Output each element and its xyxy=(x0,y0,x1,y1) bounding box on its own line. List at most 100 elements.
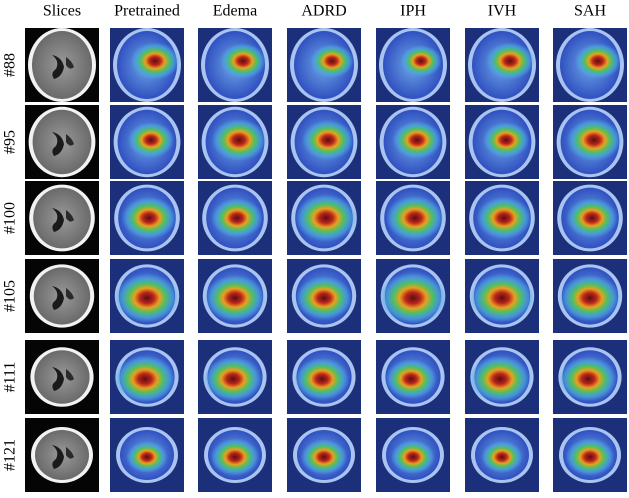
heatmap-slice xyxy=(376,418,450,492)
heatmap-slice xyxy=(287,105,361,179)
row-label: #95 xyxy=(2,130,19,154)
activation xyxy=(126,441,168,473)
activation xyxy=(211,198,263,238)
heatmap-slice xyxy=(376,181,450,255)
row-label: #88 xyxy=(2,53,19,77)
column-header: IPH xyxy=(400,3,426,20)
ct-slice xyxy=(25,259,99,333)
ventricle xyxy=(66,134,74,146)
heatmap-slice xyxy=(287,418,361,492)
activation xyxy=(392,120,442,160)
heatmap-slice xyxy=(553,181,627,255)
heatmap-slice xyxy=(465,105,539,179)
column-header: Slices xyxy=(43,3,81,20)
heatmap-slice xyxy=(110,28,184,102)
activation xyxy=(566,118,622,162)
activation xyxy=(127,122,175,158)
heatmap-slice xyxy=(376,105,450,179)
activation xyxy=(400,45,442,77)
heatmap-slice xyxy=(376,259,450,333)
row-label: #111 xyxy=(2,362,19,393)
activation xyxy=(566,198,618,238)
activation xyxy=(379,272,447,324)
activation xyxy=(300,439,348,475)
heatmap-slice xyxy=(287,340,361,414)
column-header: IVH xyxy=(488,3,517,20)
ventricle xyxy=(52,132,64,156)
heatmap-slice xyxy=(287,181,361,255)
heatmap-slice xyxy=(553,105,627,179)
activation xyxy=(130,42,180,80)
activation xyxy=(482,122,530,158)
heatmap-slice xyxy=(376,28,450,102)
heatmap-slice xyxy=(553,418,627,492)
ventricle xyxy=(66,447,74,459)
heatmap-slice xyxy=(198,105,272,179)
heatmap-slice xyxy=(287,259,361,333)
heatmap-slice xyxy=(553,28,627,102)
row-label: #100 xyxy=(2,202,19,234)
heatmap-slice xyxy=(465,181,539,255)
ventricle xyxy=(52,367,64,391)
activation xyxy=(203,356,263,402)
heatmap-slice xyxy=(465,340,539,414)
heatmap-slice xyxy=(198,418,272,492)
activation xyxy=(558,356,618,402)
ct-slice xyxy=(25,105,99,179)
ventricle xyxy=(52,445,64,469)
activation xyxy=(385,195,445,241)
heatmap-slice xyxy=(110,340,184,414)
activation xyxy=(559,274,621,322)
activation xyxy=(309,44,355,78)
ct-slice xyxy=(25,418,99,492)
activation xyxy=(121,196,177,240)
ventricle xyxy=(66,369,74,381)
row-label: #105 xyxy=(2,280,19,312)
row-label: #121 xyxy=(2,439,19,471)
heatmap-slice xyxy=(198,259,272,333)
activation xyxy=(469,355,531,403)
activation xyxy=(295,194,357,242)
heatmap-slice xyxy=(376,340,450,414)
heatmap-slice xyxy=(465,28,539,102)
activation xyxy=(211,118,267,162)
ventricle xyxy=(52,208,64,232)
heatmap-slice xyxy=(110,418,184,492)
activation xyxy=(565,438,615,476)
heatmap-slice xyxy=(287,28,361,102)
heatmap-slice xyxy=(198,340,272,414)
activation xyxy=(481,441,523,473)
heatmap-slice xyxy=(198,28,272,102)
ventricle xyxy=(52,286,64,310)
activation xyxy=(295,276,353,320)
activation xyxy=(294,357,350,401)
heatmap-slice xyxy=(553,340,627,414)
activation xyxy=(114,273,180,323)
ventricle xyxy=(52,55,64,79)
heatmap-slice xyxy=(198,181,272,255)
ct-slice xyxy=(25,181,99,255)
activation xyxy=(485,42,535,80)
heatmap-slice xyxy=(465,418,539,492)
column-header: Edema xyxy=(213,3,257,20)
ventricle xyxy=(66,57,74,69)
activation xyxy=(301,119,355,161)
activation xyxy=(390,440,436,474)
column-header: Pretrained xyxy=(114,3,180,20)
activation xyxy=(469,273,535,323)
ventricle xyxy=(66,288,74,300)
activation xyxy=(204,274,266,322)
heatmap-slice xyxy=(553,259,627,333)
column-header: SAH xyxy=(574,3,606,20)
activation xyxy=(210,438,260,476)
heatmap-slice xyxy=(110,181,184,255)
activation xyxy=(219,43,267,79)
activation xyxy=(385,359,437,399)
activation xyxy=(476,196,532,240)
activation xyxy=(574,43,622,79)
ventricle xyxy=(66,210,74,222)
heatmap-slice xyxy=(110,259,184,333)
heatmap-slice xyxy=(465,259,539,333)
